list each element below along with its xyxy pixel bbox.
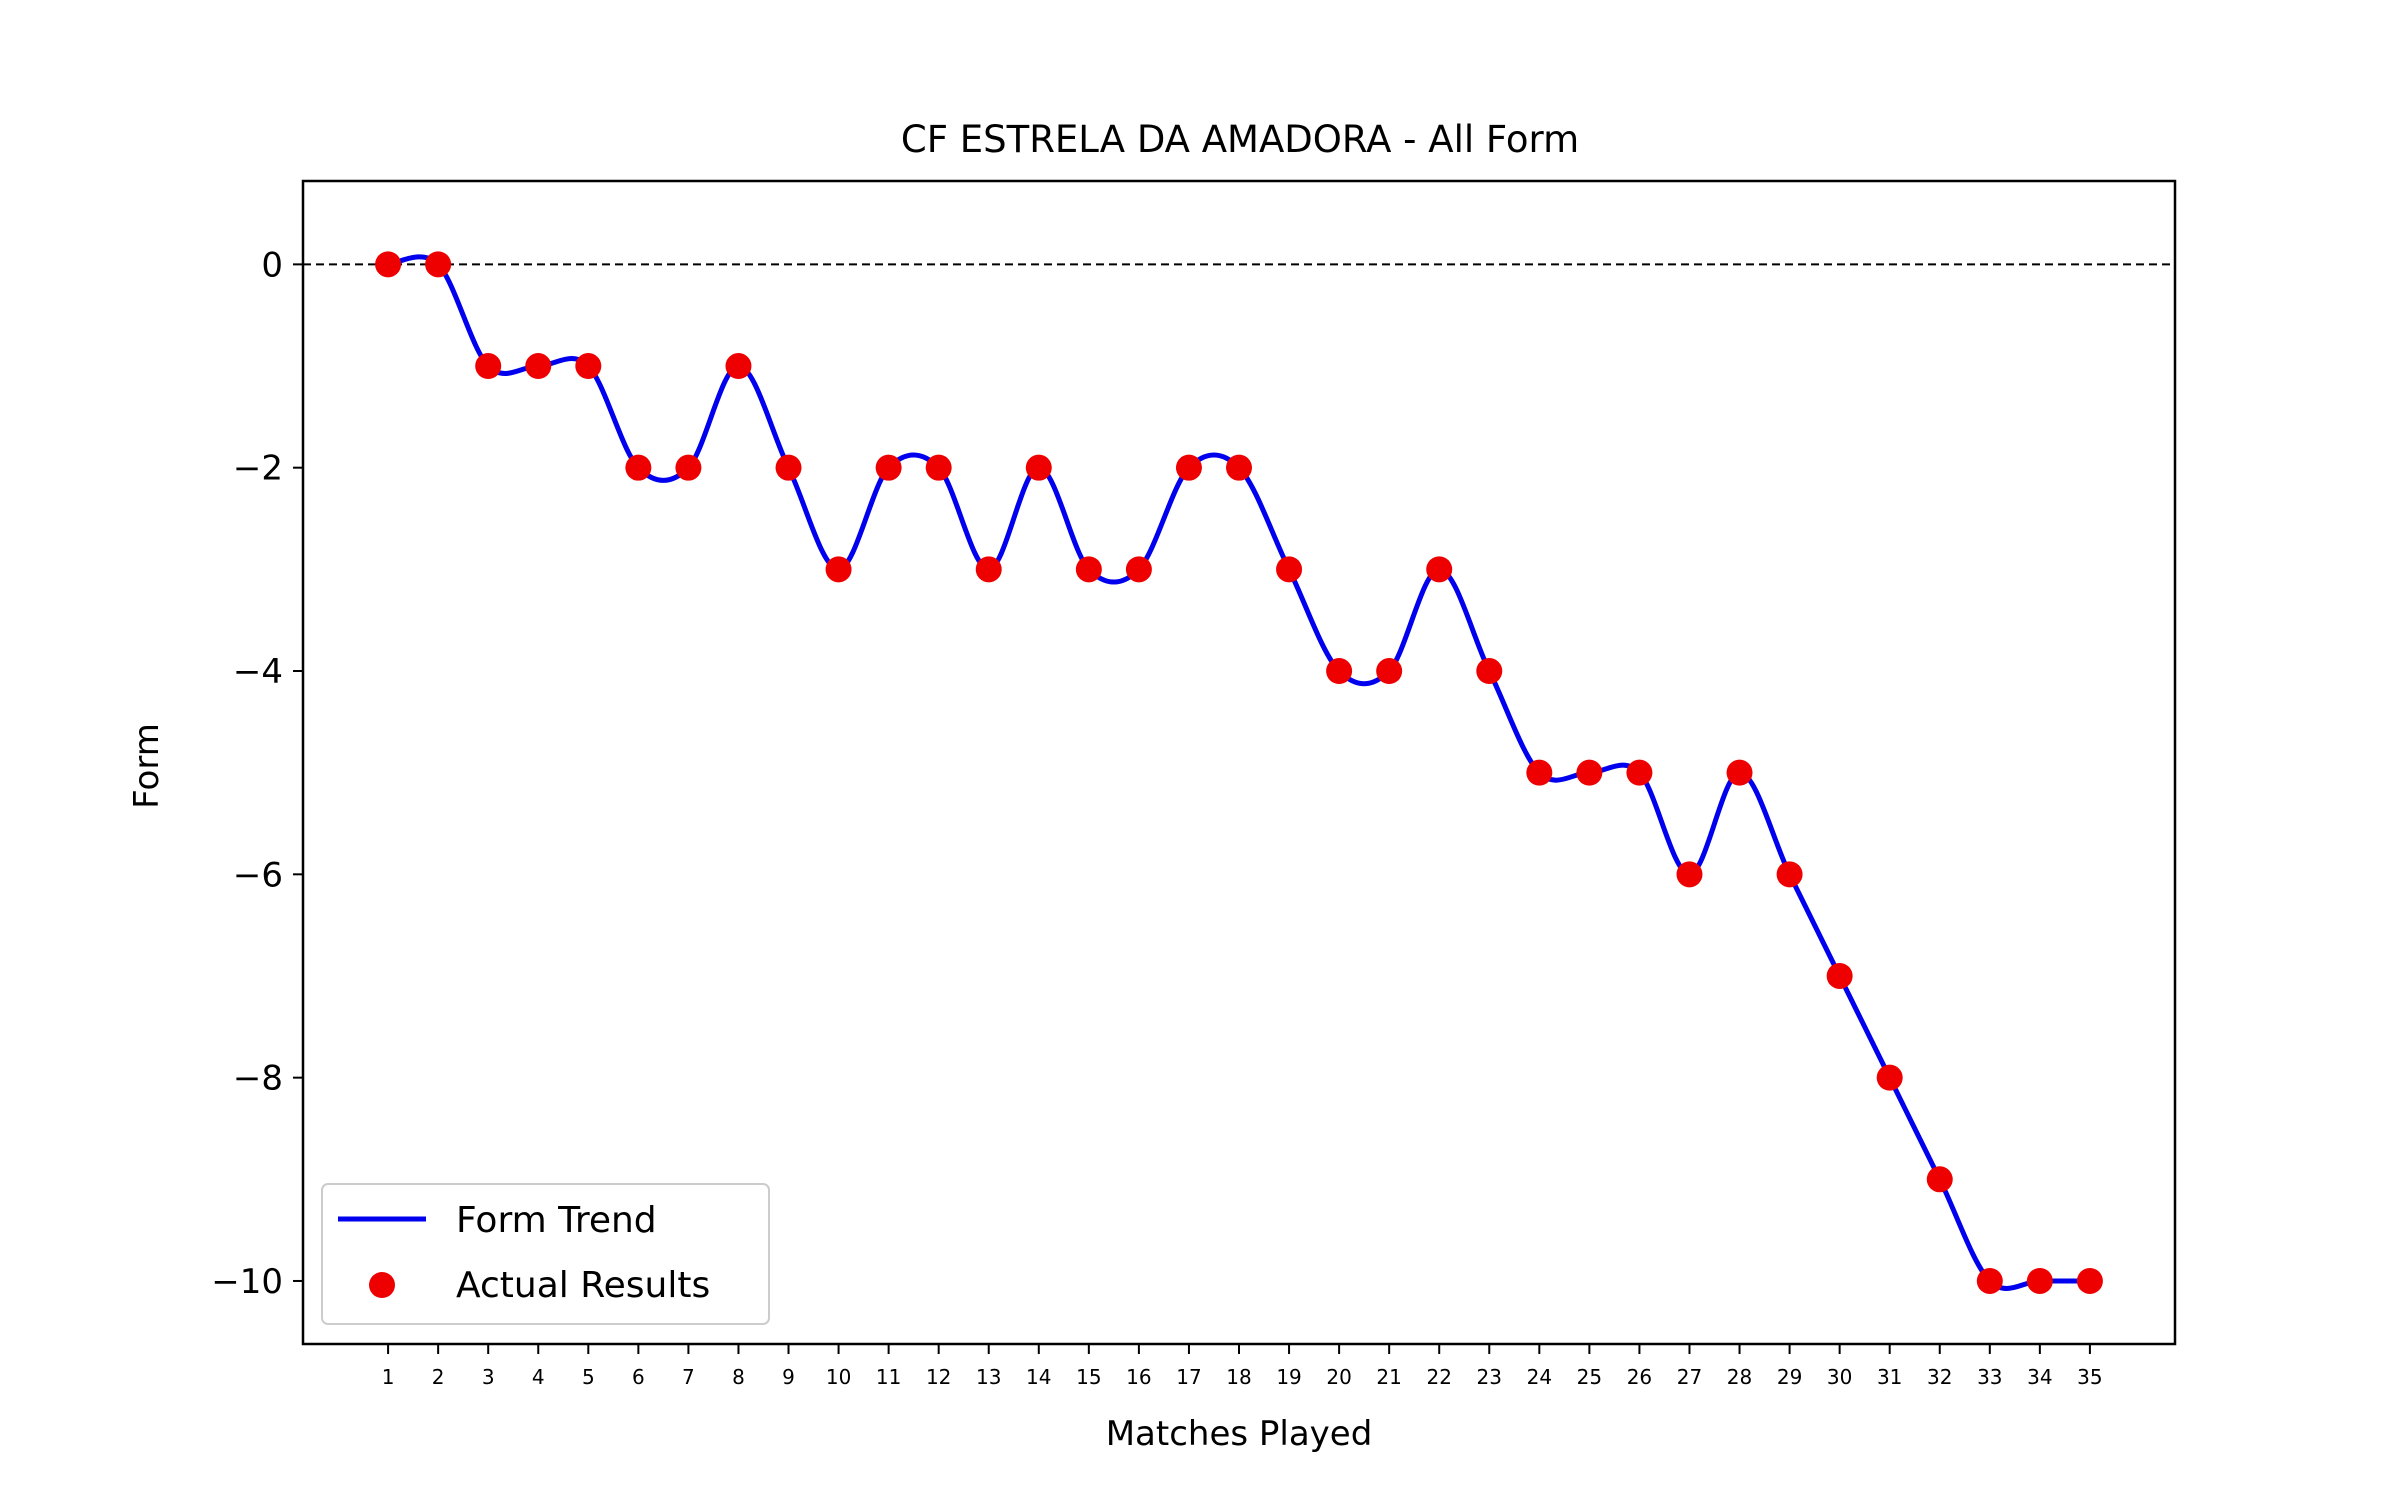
x-tick-label: 32: [1927, 1365, 1952, 1389]
actual-result-point: [1626, 759, 1653, 786]
actual-result-point: [2026, 1267, 2053, 1294]
actual-result-point: [375, 251, 402, 278]
actual-result-point: [1226, 454, 1252, 481]
x-tick-label: 26: [1627, 1365, 1652, 1389]
x-tick-label: 6: [632, 1365, 645, 1389]
actual-results-series: [375, 251, 2103, 1294]
actual-result-point: [1776, 861, 1803, 888]
actual-result-point: [725, 353, 752, 380]
actual-result-point: [1326, 658, 1353, 685]
y-axis-ticks: 0 −2 −4 −6 −8 −10: [211, 245, 303, 1302]
y-tick-label: −8: [233, 1059, 283, 1099]
actual-result-point: [925, 454, 952, 481]
y-tick-label: −6: [233, 855, 283, 895]
actual-result-point: [1376, 658, 1403, 685]
legend-label-actual-results: Actual Results: [456, 1265, 710, 1306]
x-tick-label: 15: [1076, 1365, 1101, 1389]
x-tick-label: 24: [1527, 1365, 1552, 1389]
x-tick-label: 29: [1777, 1365, 1802, 1389]
actual-result-point: [1276, 556, 1303, 583]
x-tick-label: 31: [1877, 1365, 1902, 1389]
y-tick-label: 0: [261, 245, 283, 285]
x-tick-label: 21: [1376, 1365, 1401, 1389]
actual-result-point: [1075, 556, 1102, 583]
actual-result-point: [775, 454, 802, 481]
x-tick-label: 18: [1226, 1365, 1251, 1389]
x-tick-label: 12: [926, 1365, 951, 1389]
actual-result-point: [1726, 759, 1753, 786]
x-tick-label: 8: [732, 1365, 745, 1389]
actual-result-point: [1526, 759, 1553, 786]
x-tick-label: 10: [826, 1365, 851, 1389]
actual-result-point: [2076, 1267, 2103, 1294]
x-tick-label: 25: [1577, 1365, 1602, 1389]
actual-result-point: [525, 353, 552, 380]
y-tick-label: −2: [233, 449, 283, 489]
x-tick-label: 5: [582, 1365, 595, 1389]
actual-result-point: [1125, 556, 1152, 583]
x-axis-label: Matches Played: [1106, 1414, 1373, 1454]
actual-result-point: [825, 556, 852, 583]
actual-result-point: [875, 454, 902, 481]
actual-result-point: [1926, 1166, 1953, 1193]
y-tick-label: −10: [211, 1262, 283, 1302]
actual-result-point: [625, 454, 652, 481]
x-tick-label: 27: [1677, 1365, 1702, 1389]
x-tick-label: 34: [2027, 1365, 2052, 1389]
actual-result-point: [475, 353, 502, 380]
actual-result-point: [1175, 454, 1202, 481]
x-tick-label: 3: [482, 1365, 495, 1389]
form-trend-line: [385, 254, 2093, 1291]
actual-result-point: [675, 454, 702, 481]
actual-result-point: [575, 353, 602, 380]
y-tick-label: −4: [233, 652, 283, 692]
actual-result-point: [1676, 861, 1703, 888]
x-tick-label: 16: [1126, 1365, 1151, 1389]
x-tick-label: 23: [1477, 1365, 1502, 1389]
x-tick-label: 17: [1176, 1365, 1201, 1389]
x-axis-ticks: 1 2 3 4 5 6 7 8 9 10 11 12 13 14 15 16 17 18 19 20 21 22 23 24 2…: [382, 1344, 2103, 1389]
x-tick-label: 22: [1426, 1365, 1451, 1389]
form-trend-series: [385, 254, 2093, 1291]
x-tick-label: 19: [1276, 1365, 1301, 1389]
chart-title: CF ESTRELA DA AMADORA - All Form: [901, 118, 1579, 161]
x-tick-label: 7: [682, 1365, 695, 1389]
x-tick-label: 28: [1727, 1365, 1752, 1389]
x-tick-label: 14: [1026, 1365, 1051, 1389]
x-tick-label: 13: [976, 1365, 1001, 1389]
x-tick-label: 30: [1827, 1365, 1852, 1389]
x-tick-label: 9: [782, 1365, 795, 1389]
x-tick-label: 2: [432, 1365, 445, 1389]
legend-marker-swatch: [369, 1272, 395, 1298]
actual-result-point: [425, 251, 452, 278]
y-axis-label: Form: [127, 723, 167, 809]
x-tick-label: 11: [876, 1365, 901, 1389]
actual-result-point: [1426, 556, 1453, 583]
x-tick-label: 4: [532, 1365, 545, 1389]
legend: Form Trend Actual Results: [321, 1183, 770, 1325]
actual-result-point: [1876, 1064, 1903, 1091]
actual-result-point: [1826, 962, 1853, 989]
legend-label-form-trend: Form Trend: [456, 1200, 657, 1241]
actual-result-point: [1576, 759, 1603, 786]
x-tick-label: 1: [382, 1365, 395, 1389]
legend-box: [321, 1183, 770, 1325]
actual-result-point: [1476, 658, 1503, 685]
x-tick-label: 20: [1326, 1365, 1351, 1389]
x-tick-label: 33: [1977, 1365, 2002, 1389]
actual-result-point: [1025, 454, 1052, 481]
actual-result-point: [975, 556, 1002, 583]
actual-result-point: [1976, 1267, 2003, 1294]
x-tick-label: 35: [2077, 1365, 2102, 1389]
